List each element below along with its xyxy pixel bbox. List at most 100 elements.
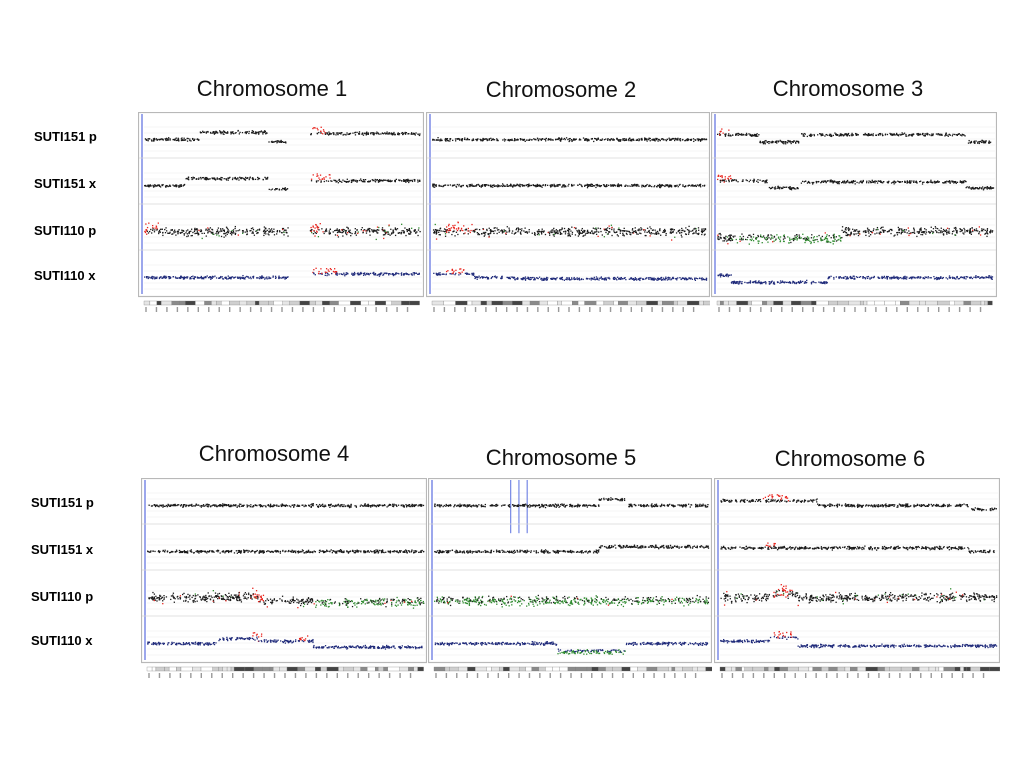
data-point	[359, 179, 361, 182]
data-point	[929, 181, 931, 183]
data-point	[327, 180, 330, 182]
data-point	[577, 278, 579, 280]
data-point	[194, 138, 196, 140]
data-point	[719, 134, 722, 136]
data-point	[642, 278, 644, 281]
data-point	[165, 275, 167, 278]
data-point	[644, 138, 646, 140]
data-point	[577, 278, 579, 281]
data-point	[502, 139, 504, 141]
data-point	[379, 273, 381, 276]
data-point	[616, 279, 618, 281]
data-point	[989, 141, 992, 143]
data-point	[447, 140, 450, 142]
data-point	[339, 180, 341, 183]
data-point	[817, 181, 820, 183]
data-point	[475, 276, 477, 279]
data-point	[666, 184, 669, 186]
data-point	[351, 272, 353, 274]
data-point	[463, 233, 465, 235]
data-point	[844, 228, 847, 230]
data-point	[628, 231, 631, 233]
data-point	[211, 275, 214, 278]
data-point	[622, 234, 624, 236]
data-point	[735, 180, 738, 182]
data-point	[553, 235, 555, 237]
data-point	[595, 228, 597, 230]
data-point	[872, 229, 875, 232]
data-point	[789, 186, 791, 188]
data-point	[349, 232, 352, 234]
data-point	[843, 182, 845, 184]
data-point	[729, 175, 732, 177]
data-point	[461, 140, 463, 142]
data-point	[949, 134, 952, 136]
data-point	[262, 179, 264, 181]
data-point	[913, 231, 915, 234]
data-point	[192, 139, 195, 142]
data-point	[448, 231, 450, 234]
data-point	[285, 189, 287, 191]
data-point	[455, 269, 457, 271]
data-point	[263, 229, 265, 232]
data-point	[955, 227, 957, 229]
data-point	[181, 137, 183, 139]
data-point	[876, 226, 879, 229]
data-point	[687, 185, 689, 187]
data-point	[661, 138, 663, 140]
data-point	[833, 235, 835, 238]
data-point	[252, 130, 255, 133]
data-point	[772, 141, 774, 143]
data-point	[608, 231, 610, 233]
data-point	[273, 141, 276, 143]
data-point	[483, 276, 485, 278]
data-point	[578, 231, 581, 233]
data-point	[337, 182, 339, 184]
data-point	[632, 277, 635, 280]
data-point	[979, 140, 982, 143]
data-point	[531, 232, 533, 234]
data-point	[779, 139, 781, 142]
data-point	[695, 231, 697, 233]
data-point	[362, 272, 365, 275]
data-point	[924, 133, 926, 135]
data-point	[473, 230, 475, 232]
data-point	[366, 132, 368, 134]
data-point	[699, 186, 702, 188]
data-point	[907, 227, 909, 229]
data-point	[270, 189, 272, 191]
data-point	[608, 277, 610, 280]
data-point	[547, 139, 549, 141]
data-point	[755, 135, 758, 137]
data-point	[928, 231, 930, 233]
data-point	[535, 185, 537, 188]
data-point	[264, 130, 267, 133]
data-point	[530, 278, 532, 280]
data-point	[835, 134, 837, 136]
data-point	[381, 227, 384, 229]
data-point	[381, 132, 384, 134]
data-point	[835, 240, 838, 242]
data-point	[553, 233, 555, 235]
data-point	[226, 233, 228, 236]
data-point	[392, 134, 394, 136]
data-point	[463, 269, 465, 271]
data-point	[398, 133, 401, 135]
data-point	[310, 133, 312, 136]
data-point	[397, 272, 399, 275]
data-point	[538, 276, 541, 278]
data-point	[847, 134, 849, 136]
data-point	[983, 228, 985, 230]
data-point	[537, 232, 540, 235]
data-point	[232, 230, 235, 233]
data-point	[229, 232, 232, 235]
data-point	[278, 141, 281, 143]
data-point	[717, 174, 720, 176]
data-point	[161, 184, 164, 187]
data-point	[759, 141, 761, 143]
data-point	[354, 134, 357, 136]
data-point	[555, 185, 558, 187]
data-point	[582, 231, 584, 233]
data-point	[180, 138, 182, 140]
data-point	[866, 227, 869, 229]
